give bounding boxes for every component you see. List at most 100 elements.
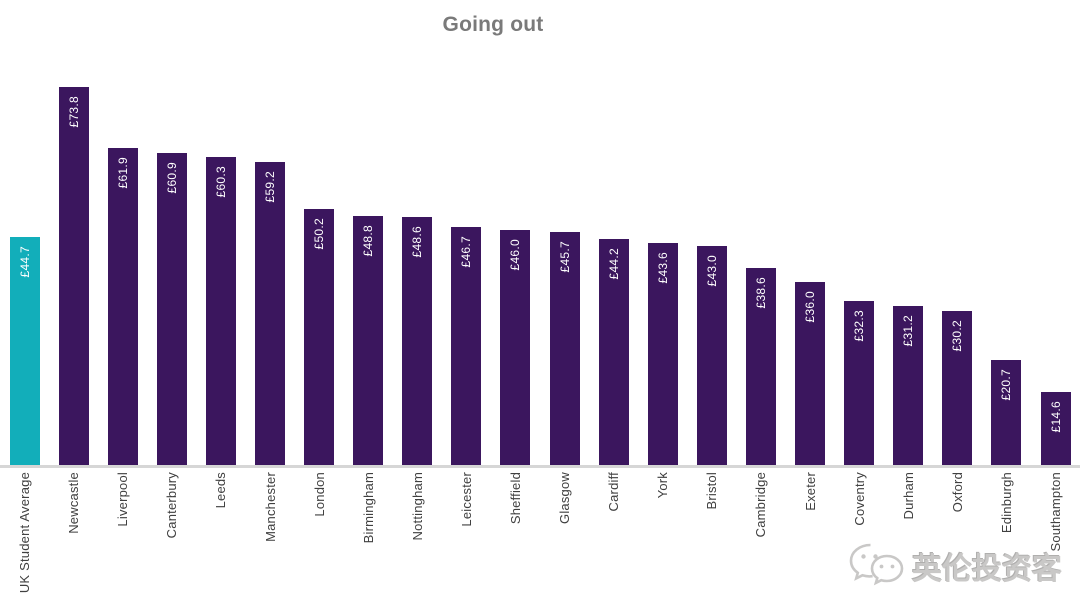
bar-cardiff: £44.2: [598, 239, 629, 467]
bar-leeds: £60.3: [205, 157, 236, 467]
bar-slot: £31.2: [884, 87, 933, 467]
category-label-slot: Birmingham: [344, 472, 393, 543]
bar-exeter: £36.0: [795, 282, 826, 467]
bar-slot: £43.6: [638, 87, 687, 467]
bar-slot: £43.0: [687, 87, 736, 467]
category-label-slot: Bristol: [687, 472, 736, 510]
bar-slot: £60.3: [196, 87, 245, 467]
bar-slot: £38.6: [736, 87, 785, 467]
bar-slot: £44.2: [589, 87, 638, 467]
bar-slot: £50.2: [295, 87, 344, 467]
bar-manchester: £59.2: [255, 162, 286, 467]
bar-value-label: £46.7: [459, 236, 474, 268]
bar-slot: £36.0: [786, 87, 835, 467]
bar-value-label: £30.2: [950, 320, 965, 352]
bars-area: £44.7 £73.8 £61.9 £60.9 £60.3 £59.2 £50.2 £48.8…: [0, 87, 1080, 467]
bar-value-label: £32.3: [852, 310, 867, 342]
bar-cambridge: £38.6: [745, 268, 776, 467]
bar-glasgow: £45.7: [549, 232, 580, 467]
watermark: 英伦投资客: [848, 538, 1062, 594]
category-label-slot: Durham: [884, 472, 933, 519]
bar-value-label: £73.8: [66, 96, 81, 128]
bar-birmingham: £48.8: [353, 216, 384, 467]
category-label-oxford: Oxford: [949, 472, 965, 513]
bar-value-label: £60.9: [164, 162, 179, 194]
bar-value-label: £48.6: [410, 226, 425, 258]
x-axis-line: [0, 465, 1080, 468]
category-label-newcastle: Newcastle: [66, 472, 82, 534]
bar-newcastle: £73.8: [58, 87, 89, 467]
category-label-slot: Cambridge: [736, 472, 785, 537]
bar-york: £43.6: [647, 243, 678, 467]
category-label-slot: York: [638, 472, 687, 498]
category-label-uk-student-average: UK Student Average: [17, 472, 33, 594]
category-label-slot: Leeds: [196, 472, 245, 508]
bar-slot: £73.8: [49, 87, 98, 467]
category-label-bristol: Bristol: [704, 472, 720, 510]
bar-value-label: £43.6: [655, 252, 670, 284]
bar-southampton: £14.6: [1040, 392, 1071, 467]
category-label-slot: Cardiff: [589, 472, 638, 511]
category-label-manchester: Manchester: [262, 472, 278, 542]
bar-value-label: £14.6: [1048, 401, 1063, 433]
bar-bristol: £43.0: [696, 246, 727, 467]
category-label-exeter: Exeter: [802, 472, 818, 511]
category-label-london: London: [311, 472, 327, 517]
bar-nottingham: £48.6: [402, 217, 433, 467]
bar-slot: £60.9: [147, 87, 196, 467]
bar-slot: £59.2: [245, 87, 294, 467]
bar-slot: £61.9: [98, 87, 147, 467]
category-label-cardiff: Cardiff: [606, 472, 622, 512]
bar-coventry: £32.3: [844, 301, 875, 467]
category-label-edinburgh: Edinburgh: [998, 472, 1014, 534]
category-label-york: York: [655, 472, 671, 499]
bar-value-label: £20.7: [999, 369, 1014, 401]
category-label-slot: Liverpool: [98, 472, 147, 527]
bar-slot: £14.6: [1031, 87, 1080, 467]
bar-slot: £46.7: [442, 87, 491, 467]
bar-value-label: £48.8: [361, 225, 376, 257]
bar-slot: £30.2: [933, 87, 982, 467]
bar-durham: £31.2: [893, 306, 924, 467]
chart-title: Going out: [442, 13, 544, 36]
category-label-slot: Coventry: [835, 472, 884, 526]
category-label-liverpool: Liverpool: [115, 472, 131, 527]
bar-value-label: £46.0: [508, 239, 523, 271]
bar-london: £50.2: [304, 209, 335, 467]
category-label-sheffield: Sheffield: [507, 472, 523, 525]
category-label-slot: Exeter: [786, 472, 835, 511]
category-label-slot: Sheffield: [491, 472, 540, 524]
bar-slot: £32.3: [835, 87, 884, 467]
bar-value-label: £59.2: [263, 171, 278, 203]
category-label-slot: Leicester: [442, 472, 491, 527]
category-label-slot: Canterbury: [147, 472, 196, 538]
category-label-slot: Nottingham: [393, 472, 442, 540]
watermark-text: 英伦投资客: [912, 553, 1062, 586]
category-label-leeds: Leeds: [213, 472, 229, 509]
bar-slot: £20.7: [982, 87, 1031, 467]
bar-value-label: £50.2: [312, 218, 327, 250]
bar-value-label: £44.2: [606, 248, 621, 280]
bar-value-label: £45.7: [557, 241, 572, 273]
category-label-leicester: Leicester: [458, 472, 474, 527]
bar-value-label: £36.0: [803, 291, 818, 323]
category-label-slot: Glasgow: [540, 472, 589, 524]
bar-slot: £46.0: [491, 87, 540, 467]
category-label-slot: Manchester: [245, 472, 294, 542]
bar-value-label: £43.0: [704, 255, 719, 287]
category-label-coventry: Coventry: [851, 472, 867, 526]
bar-value-label: £44.7: [17, 246, 32, 278]
category-label-durham: Durham: [900, 472, 916, 520]
category-label-birmingham: Birmingham: [360, 472, 376, 544]
bar-slot: £48.8: [344, 87, 393, 467]
bar-value-label: £31.2: [901, 315, 916, 347]
category-label-slot: Newcastle: [49, 472, 98, 534]
category-label-slot: Oxford: [933, 472, 982, 512]
bar-uk-student-average: £44.7: [9, 237, 40, 467]
bar-slot: £48.6: [393, 87, 442, 467]
bar-value-label: £61.9: [115, 157, 130, 189]
bar-value-label: £38.6: [753, 277, 768, 309]
bar-sheffield: £46.0: [500, 230, 531, 467]
category-label-nottingham: Nottingham: [409, 472, 425, 541]
bar-slot: £44.7: [0, 87, 49, 467]
